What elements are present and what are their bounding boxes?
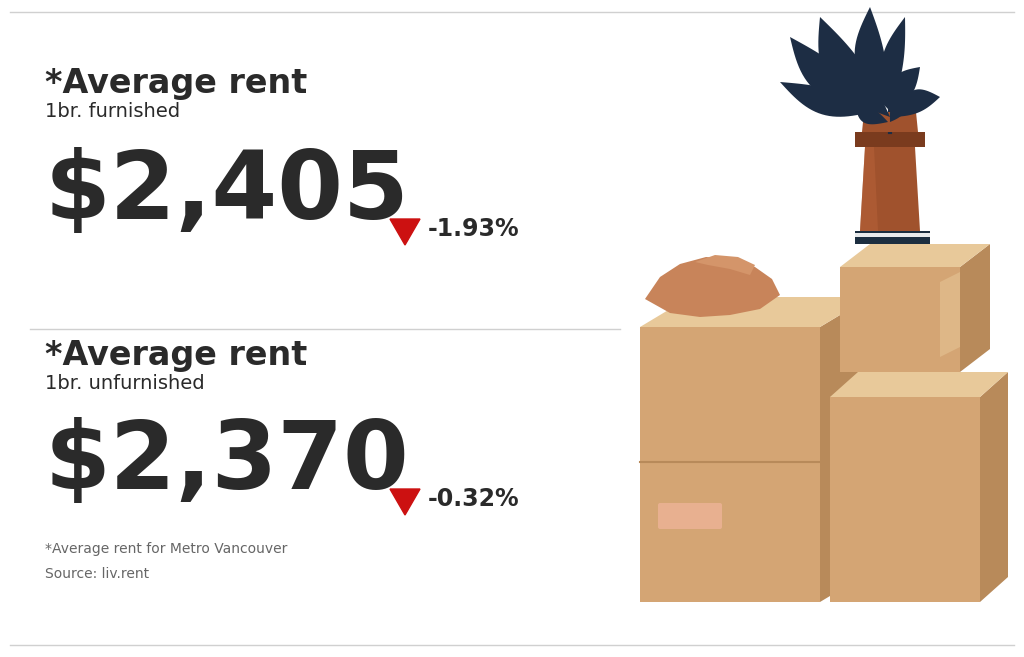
Polygon shape <box>840 267 961 372</box>
Polygon shape <box>895 89 940 117</box>
Polygon shape <box>830 372 1008 397</box>
FancyBboxPatch shape <box>658 503 722 529</box>
Polygon shape <box>830 397 980 602</box>
Polygon shape <box>980 372 1008 602</box>
Polygon shape <box>645 257 780 317</box>
Polygon shape <box>855 132 925 147</box>
Polygon shape <box>860 147 920 231</box>
Polygon shape <box>890 101 910 122</box>
Polygon shape <box>640 327 820 602</box>
Text: *Average rent: *Average rent <box>45 339 307 372</box>
Polygon shape <box>862 112 918 132</box>
Polygon shape <box>840 244 990 267</box>
Polygon shape <box>855 233 930 237</box>
Polygon shape <box>820 297 870 602</box>
Polygon shape <box>961 244 990 372</box>
Polygon shape <box>790 37 885 112</box>
Polygon shape <box>855 102 888 124</box>
Text: -0.32%: -0.32% <box>428 487 519 511</box>
Text: -1.93%: -1.93% <box>428 217 519 241</box>
Polygon shape <box>780 82 882 117</box>
Polygon shape <box>390 219 420 245</box>
Polygon shape <box>890 67 920 114</box>
Polygon shape <box>640 297 870 327</box>
Polygon shape <box>940 272 961 357</box>
Polygon shape <box>855 7 888 109</box>
Text: 1br. furnished: 1br. furnished <box>45 102 180 121</box>
Polygon shape <box>390 489 420 515</box>
Text: *Average rent for Metro Vancouver: *Average rent for Metro Vancouver <box>45 542 288 556</box>
Text: $2,405: $2,405 <box>45 147 410 239</box>
Polygon shape <box>855 231 930 244</box>
Text: *Average rent: *Average rent <box>45 67 307 100</box>
Polygon shape <box>695 255 755 275</box>
Text: 1br. unfurnished: 1br. unfurnished <box>45 374 205 393</box>
Polygon shape <box>860 147 878 231</box>
Text: Source: liv.rent: Source: liv.rent <box>45 567 150 581</box>
Text: $2,370: $2,370 <box>45 417 410 509</box>
Polygon shape <box>881 17 905 112</box>
Polygon shape <box>818 17 890 117</box>
